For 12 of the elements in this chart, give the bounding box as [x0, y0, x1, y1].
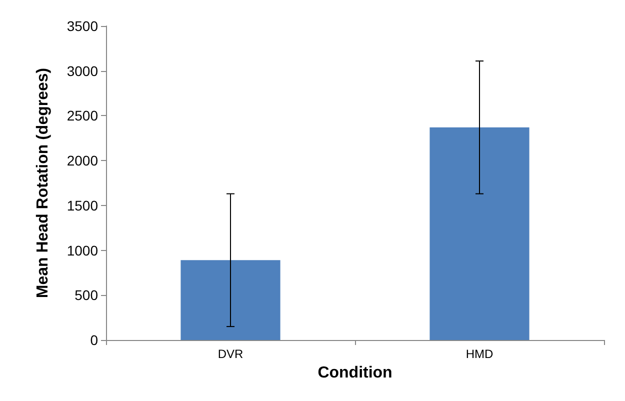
- y-tick-label: 3500: [66, 18, 98, 34]
- x-axis-title: Condition: [318, 364, 392, 382]
- y-tick-label: 3000: [66, 62, 98, 79]
- x-tick-label: DVR: [218, 347, 244, 361]
- y-tick-label: 2000: [66, 152, 98, 169]
- y-tick-label: 500: [74, 287, 98, 304]
- y-axis-title: Mean Head Rotation (degrees): [34, 68, 52, 298]
- x-tick-label: HMD: [466, 347, 494, 361]
- y-tick-label: 1500: [66, 197, 98, 214]
- y-tick-label: 0: [90, 332, 98, 348]
- y-tick-label: 2500: [66, 108, 98, 124]
- y-tick-label: 1000: [66, 242, 98, 258]
